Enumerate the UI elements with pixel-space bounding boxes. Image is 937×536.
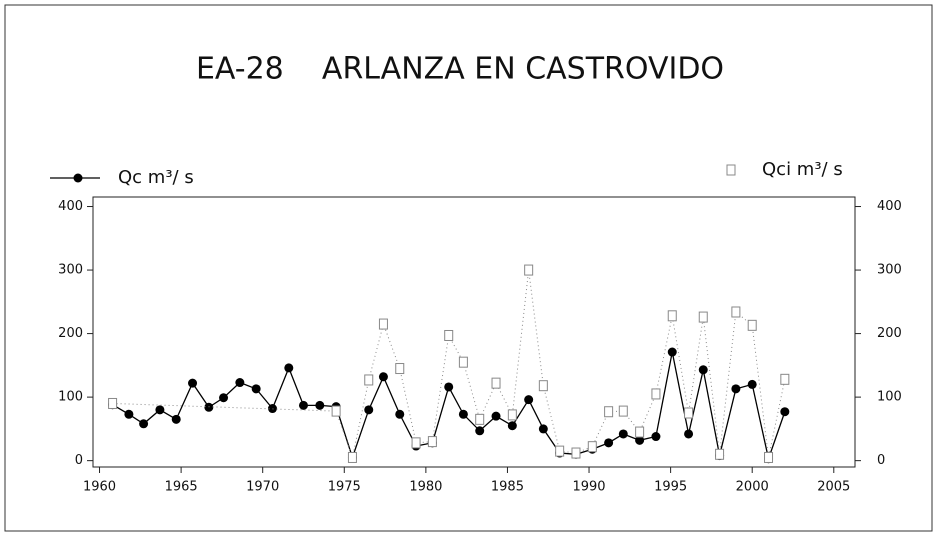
point xyxy=(458,409,468,419)
y2-tick-label: 100 xyxy=(877,390,902,405)
x-tick-label: 1970 xyxy=(246,480,279,495)
point xyxy=(780,373,790,385)
point xyxy=(364,405,374,415)
point xyxy=(618,429,628,439)
point xyxy=(155,405,165,415)
legend-marker xyxy=(726,164,736,176)
point xyxy=(395,363,405,375)
point xyxy=(411,437,421,449)
y2-tick-label: 300 xyxy=(877,263,902,278)
point xyxy=(667,347,677,357)
point xyxy=(715,448,725,460)
point xyxy=(298,400,308,410)
y-tick-label: 100 xyxy=(58,390,83,405)
point xyxy=(491,377,501,389)
point xyxy=(475,426,485,436)
point xyxy=(395,409,405,419)
series-line xyxy=(112,269,786,460)
x-tick-label: 1965 xyxy=(165,480,198,495)
point xyxy=(780,407,790,417)
y-tick-label: 200 xyxy=(58,326,83,341)
point xyxy=(284,363,294,373)
point xyxy=(698,311,708,323)
point xyxy=(651,388,661,400)
point xyxy=(684,407,694,419)
point xyxy=(651,432,661,442)
point xyxy=(251,384,261,394)
point xyxy=(171,414,181,424)
point xyxy=(235,378,245,388)
y2-tick-label: 0 xyxy=(877,453,885,468)
y2-tick-label: 200 xyxy=(877,326,902,341)
y-tick-label: 0 xyxy=(75,453,83,468)
legend-label: Qc m³/ s xyxy=(118,167,194,188)
point xyxy=(747,379,757,389)
point xyxy=(571,447,581,459)
x-tick-label: 2000 xyxy=(736,480,769,495)
point xyxy=(747,319,757,331)
x-tick-label: 1975 xyxy=(328,480,361,495)
point xyxy=(378,318,388,330)
point xyxy=(364,374,374,386)
point xyxy=(698,365,708,375)
point xyxy=(524,395,534,405)
series-line xyxy=(112,351,786,462)
point xyxy=(444,329,454,341)
chart-title: EA-28 ARLANZA EN CASTROVIDO xyxy=(196,52,724,87)
point xyxy=(507,421,517,431)
point xyxy=(555,445,565,457)
x-tick-label: 1995 xyxy=(654,480,687,495)
x-tick-label: 1985 xyxy=(491,480,524,495)
point xyxy=(604,406,614,418)
plot-area xyxy=(92,196,856,468)
point xyxy=(684,429,694,439)
point xyxy=(524,264,534,276)
point xyxy=(315,400,325,410)
x-tick-label: 1990 xyxy=(572,480,605,495)
point xyxy=(604,438,614,448)
point xyxy=(331,405,341,417)
point xyxy=(347,451,357,463)
y2-tick-label: 400 xyxy=(877,199,902,214)
point xyxy=(188,378,198,388)
point xyxy=(538,380,548,392)
point xyxy=(731,306,741,318)
point xyxy=(219,393,229,403)
legend-marker xyxy=(73,173,83,183)
point xyxy=(587,441,597,453)
point xyxy=(764,451,774,463)
x-tick-label: 2005 xyxy=(817,480,850,495)
point xyxy=(139,419,149,429)
point xyxy=(618,405,628,417)
point xyxy=(538,424,548,434)
legend-label: Qci m³/ s xyxy=(762,159,843,180)
point xyxy=(491,411,501,421)
point xyxy=(635,426,645,438)
y-tick-label: 300 xyxy=(58,263,83,278)
point xyxy=(108,397,118,409)
point xyxy=(444,382,454,392)
frame xyxy=(4,4,933,532)
point xyxy=(731,384,741,394)
y-tick-label: 400 xyxy=(58,199,83,214)
point xyxy=(124,409,134,419)
point xyxy=(635,435,645,445)
point xyxy=(204,402,214,412)
point xyxy=(267,404,277,414)
point xyxy=(507,409,517,421)
point xyxy=(667,310,677,322)
x-tick-label: 1980 xyxy=(409,480,442,495)
point xyxy=(378,372,388,382)
point xyxy=(475,413,485,425)
point xyxy=(458,356,468,368)
x-tick-label: 1960 xyxy=(83,480,116,495)
point xyxy=(427,436,437,448)
